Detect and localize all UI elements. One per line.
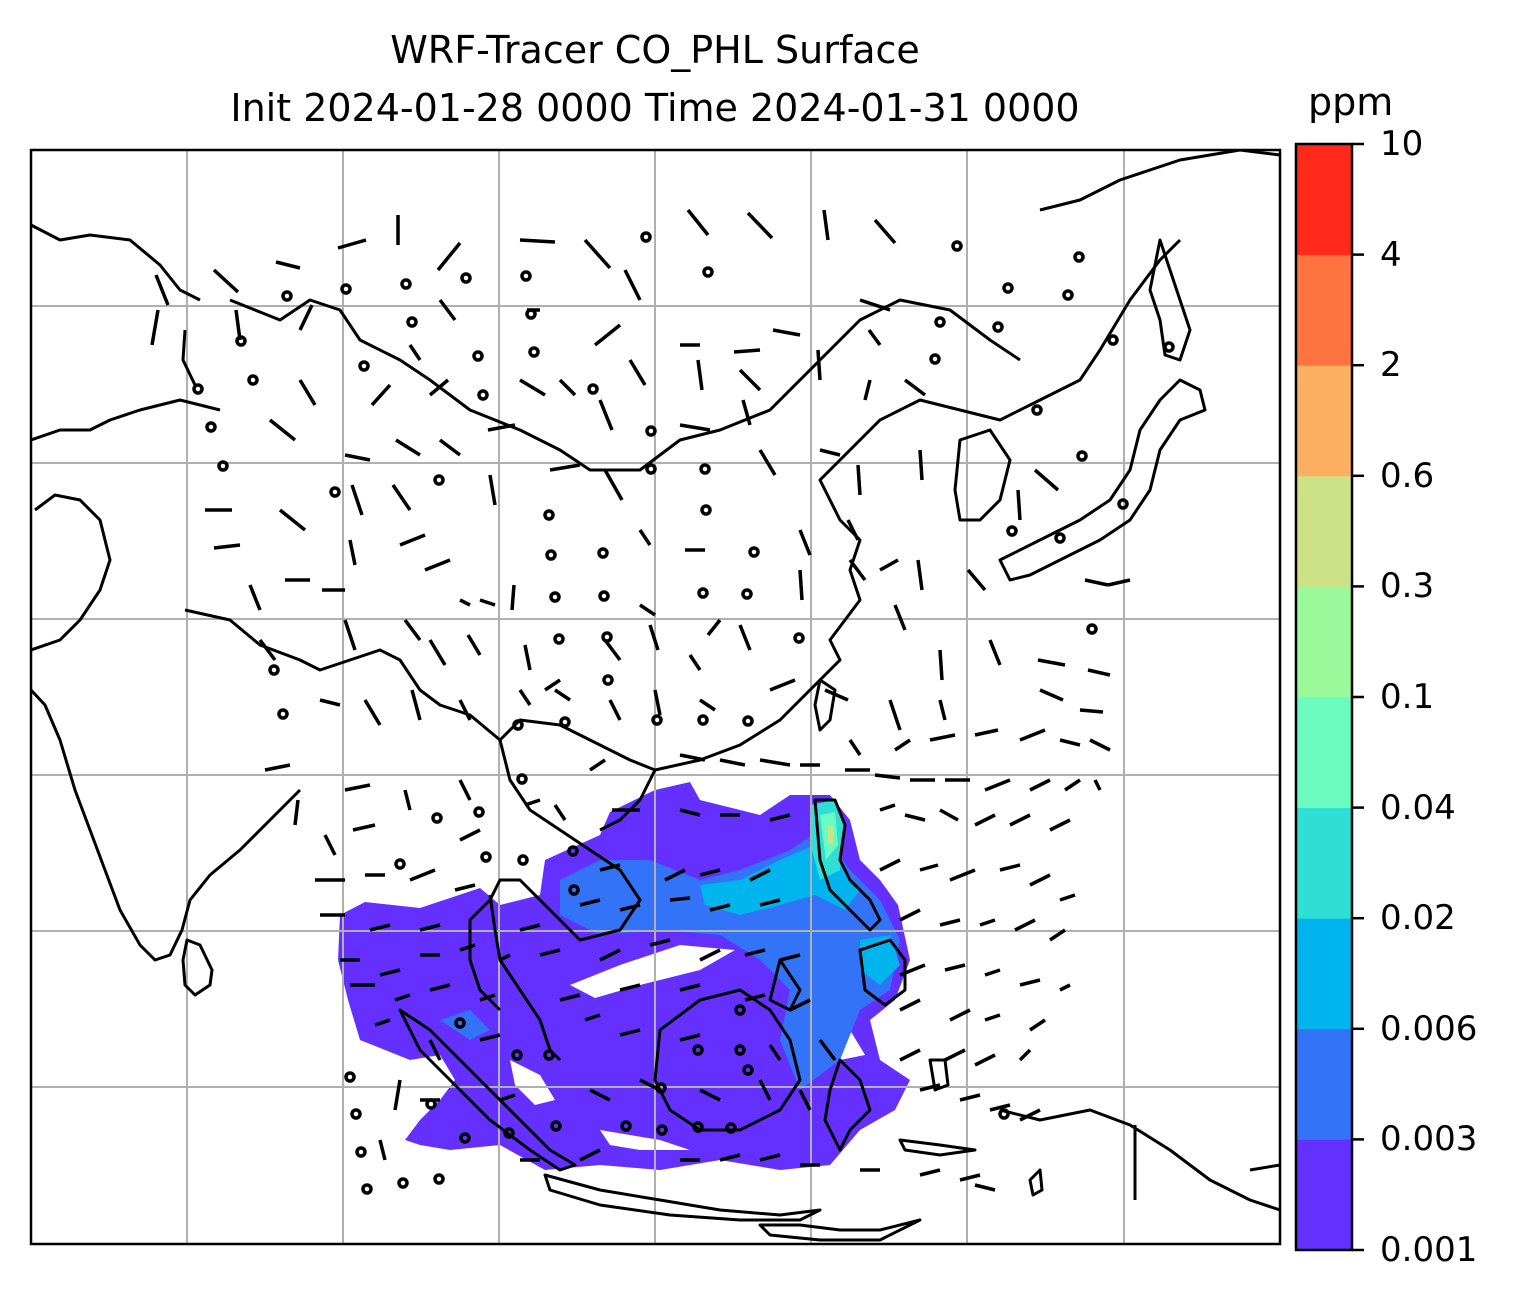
colorbar-band [1296,475,1352,587]
china-coast [654,238,1182,772]
colorbar-tick-label: 0.1 [1380,677,1435,717]
coastlines [31,150,1280,1242]
himalaya-border [184,608,656,772]
new-guinea [999,1108,1280,1212]
colorbar-ticks [1352,142,1364,1252]
japan [998,378,1207,582]
colorbar-band [1296,586,1352,698]
colorbar-tick-label: 0.001 [1380,1230,1478,1270]
sulawesi [823,1058,872,1152]
colorbar-band [1296,254,1352,366]
colorbar-tick-label: 10 [1380,124,1424,164]
colorbar-tick-label: 0.006 [1380,1008,1478,1049]
colorbar-band [1296,1139,1352,1251]
colorbar [1296,144,1352,1251]
map-frame [29,148,1282,1246]
colorbar-band [1296,1028,1352,1140]
colorbar-unit-label: ppm [1308,80,1394,124]
map-title-line-2: Init 2024-01-28 0000 Time 2024-01-31 000… [230,86,1080,130]
borneo [653,988,802,1132]
taiwan [813,678,837,732]
colorbar-tick-label: 4 [1380,234,1402,275]
sri-lanka [181,938,214,997]
colorbar-band [1296,697,1352,809]
colorbar-tick-label: 0.003 [1380,1119,1478,1160]
korea [953,428,1012,522]
india-coast [31,493,112,652]
sumatra [398,1008,577,1172]
colorbar-tick-label: 0.02 [1380,898,1456,939]
map-area [31,150,1280,1244]
wind-barb-lines [150,208,1131,1192]
philippines-mindanao [858,938,907,1007]
colorbar-band [1296,144,1352,256]
indochina [468,739,642,1012]
colorbar-band [1296,365,1352,477]
colorbar-band [1296,918,1352,1030]
colorbar-tick-label: 0.04 [1380,787,1456,828]
colorbar-tick-label: 0.3 [1380,566,1435,607]
java [543,1173,822,1222]
colorbar-tick-label: 0.6 [1380,455,1435,496]
philippines-luzon [813,798,882,932]
colorbar-band [1296,807,1352,919]
map-title-line-1: WRF-Tracer CO_PHL Surface [390,28,920,72]
colorbar-tick-label: 2 [1380,345,1402,386]
